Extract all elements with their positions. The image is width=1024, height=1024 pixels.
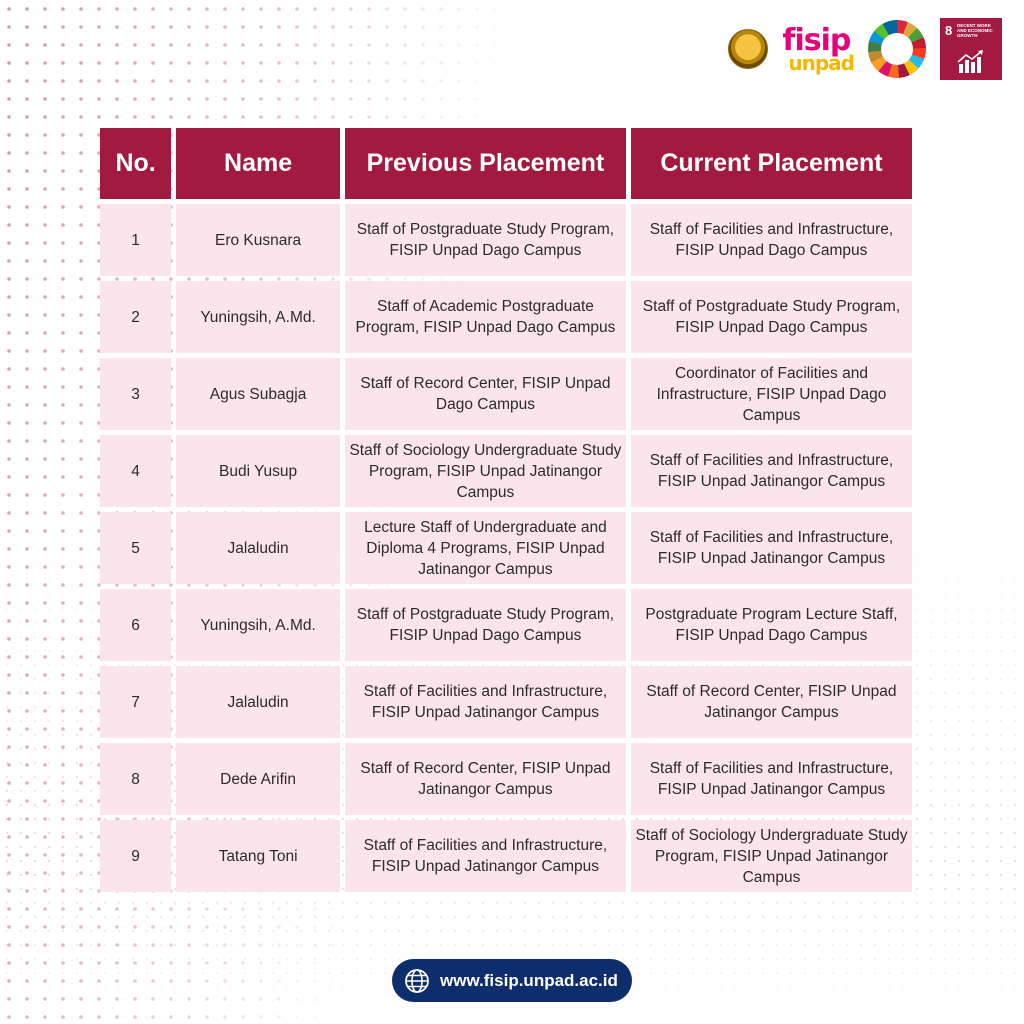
- table-row: 9 Tatang Toni Staff of Facilities and In…: [100, 820, 912, 892]
- cell-current: Staff of Postgraduate Study Program, FIS…: [630, 281, 912, 353]
- table-row: 1 Ero Kusnara Staff of Postgraduate Stud…: [100, 204, 912, 276]
- cell-no: 4: [100, 435, 172, 507]
- cell-no: 8: [100, 743, 172, 815]
- table-row: 7 Jalaludin Staff of Facilities and Infr…: [100, 666, 912, 738]
- globe-icon: [405, 968, 429, 993]
- cell-previous: Staff of Facilities and Infrastructure, …: [344, 820, 626, 892]
- table-header-row: No. Name Previous Placement Current Plac…: [100, 128, 912, 199]
- cell-no: 3: [100, 358, 172, 430]
- cell-previous: Staff of Record Center, FISIP Unpad Jati…: [344, 743, 626, 815]
- table-row: 5 Jalaludin Lecture Staff of Undergradua…: [100, 512, 912, 584]
- unpad-logo-text: unpad: [788, 50, 855, 75]
- cell-name: Jalaludin: [176, 666, 340, 738]
- cell-no: 2: [100, 281, 172, 353]
- table-row: 8 Dede Arifin Staff of Record Center, FI…: [100, 743, 912, 815]
- cell-previous: Staff of Facilities and Infrastructure, …: [344, 666, 626, 738]
- cell-previous: Staff of Postgraduate Study Program, FIS…: [344, 589, 626, 661]
- cell-current: Postgraduate Program Lecture Staff, FISI…: [630, 589, 912, 661]
- sdg8-badge: 8 DECENT WORK AND ECONOMIC GROWTH: [940, 18, 1002, 80]
- cell-name: Yuningsih, A.Md.: [176, 589, 340, 661]
- cell-previous: Staff of Postgraduate Study Program, FIS…: [344, 204, 626, 276]
- placement-table: No. Name Previous Placement Current Plac…: [95, 123, 917, 897]
- table-row: 6 Yuningsih, A.Md. Staff of Postgraduate…: [100, 589, 912, 661]
- website-url[interactable]: www.fisip.unpad.ac.id: [440, 970, 618, 990]
- sdg-wheel-logo: [868, 20, 926, 78]
- table-row: 3 Agus Subagja Staff of Record Center, F…: [100, 358, 912, 430]
- cell-name: Dede Arifin: [176, 743, 340, 815]
- cell-previous: Lecture Staff of Undergraduate and Diplo…: [344, 512, 626, 584]
- cell-name: Budi Yusup: [176, 435, 340, 507]
- cell-no: 7: [100, 666, 172, 738]
- cell-no: 9: [100, 820, 172, 892]
- fisip-logo-text: fisip: [782, 22, 851, 58]
- cell-name: Jalaludin: [176, 512, 340, 584]
- cell-current: Staff of Facilities and Infrastructure, …: [630, 743, 912, 815]
- fisip-unpad-logo: fisip unpad: [782, 22, 855, 75]
- cell-previous: Staff of Record Center, FISIP Unpad Dago…: [344, 358, 626, 430]
- cell-current: Staff of Record Center, FISIP Unpad Jati…: [630, 666, 912, 738]
- cell-current: Coordinator of Facilities and Infrastruc…: [630, 358, 912, 430]
- cell-name: Agus Subagja: [176, 358, 340, 430]
- sdg8-title: DECENT WORK AND ECONOMIC GROWTH: [957, 23, 993, 38]
- cell-name: Ero Kusnara: [176, 204, 340, 276]
- cell-previous: Staff of Academic Postgraduate Program, …: [344, 281, 626, 353]
- cell-current: Staff of Facilities and Infrastructure, …: [630, 204, 912, 276]
- cell-current: Staff of Sociology Undergraduate Study P…: [630, 820, 912, 892]
- website-link-pill[interactable]: www.fisip.unpad.ac.id: [392, 959, 632, 1002]
- sdg8-number: 8: [945, 23, 953, 38]
- table-row: 2 Yuningsih, A.Md. Staff of Academic Pos…: [100, 281, 912, 353]
- growth-chart-icon: [957, 50, 983, 73]
- column-header-previous-placement: Previous Placement: [344, 128, 626, 199]
- unpad-seal-logo: [728, 29, 769, 69]
- column-header-no: No.: [100, 128, 172, 199]
- header-logos: fisip unpad 8 DECENT WORK AND ECONOMIC G…: [728, 18, 1002, 80]
- cell-no: 6: [100, 589, 172, 661]
- cell-no: 5: [100, 512, 172, 584]
- cell-name: Tatang Toni: [176, 820, 340, 892]
- column-header-name: Name: [176, 128, 340, 199]
- cell-current: Staff of Facilities and Infrastructure, …: [630, 435, 912, 507]
- column-header-current-placement: Current Placement: [630, 128, 912, 199]
- table-row: 4 Budi Yusup Staff of Sociology Undergra…: [100, 435, 912, 507]
- cell-current: Staff of Facilities and Infrastructure, …: [630, 512, 912, 584]
- cell-previous: Staff of Sociology Undergraduate Study P…: [344, 435, 626, 507]
- cell-no: 1: [100, 204, 172, 276]
- cell-name: Yuningsih, A.Md.: [176, 281, 340, 353]
